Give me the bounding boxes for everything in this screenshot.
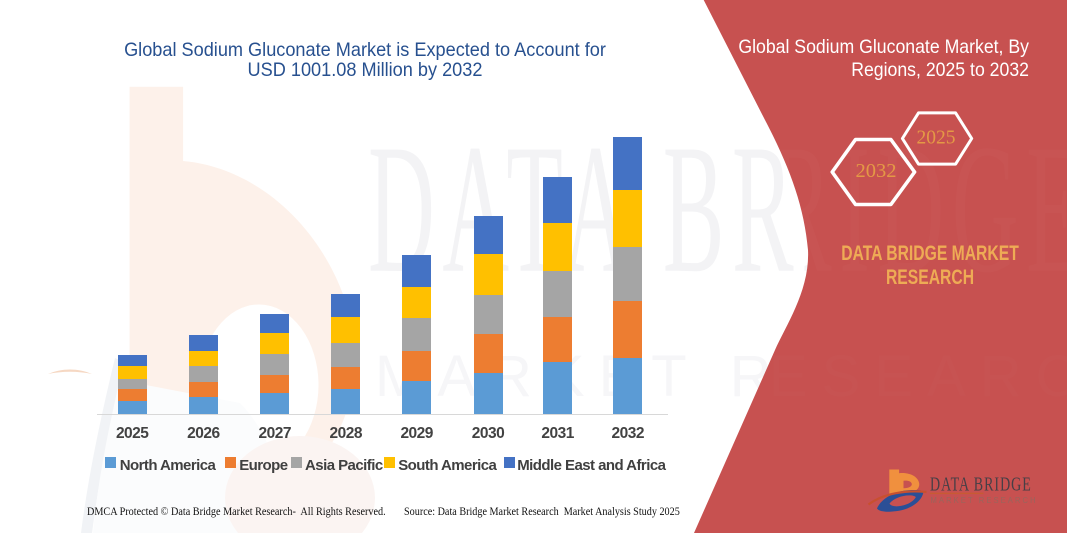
svg-text:2032: 2032 bbox=[856, 160, 897, 182]
svg-text:MARKET RESEARCH: MARKET RESEARCH bbox=[931, 496, 1038, 505]
svg-text:DATA BRIDGE: DATA BRIDGE bbox=[930, 473, 1032, 495]
svg-text:2025: 2025 bbox=[917, 128, 956, 149]
svg-text:ESEARCH: ESEARCH bbox=[769, 344, 1067, 409]
svg-text:MARKET R: MARKET R bbox=[375, 344, 786, 409]
